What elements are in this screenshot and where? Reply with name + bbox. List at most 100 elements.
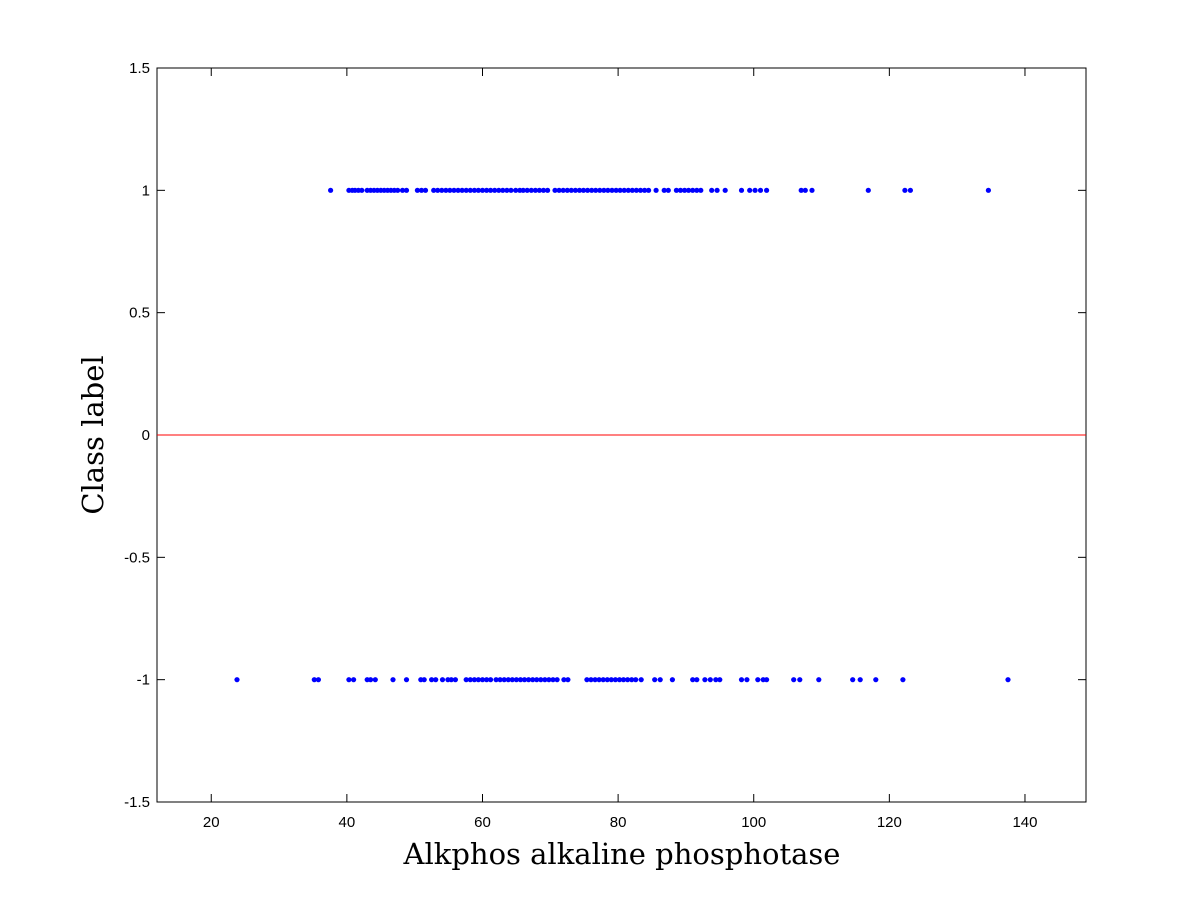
data-point	[625, 187, 631, 193]
y-tick-label: -1	[137, 672, 150, 689]
data-point	[448, 677, 454, 683]
data-point	[554, 677, 560, 683]
y-tick-label: 0.5	[129, 305, 150, 322]
data-point	[545, 187, 551, 193]
data-point	[757, 187, 764, 193]
data-point	[455, 187, 461, 193]
data-point	[568, 187, 574, 193]
data-point	[540, 187, 547, 193]
data-point	[471, 187, 477, 193]
data-point	[565, 677, 571, 683]
data-point	[433, 677, 439, 683]
data-point	[709, 187, 715, 193]
data-point	[459, 187, 465, 193]
data-point	[714, 187, 720, 193]
data-point	[484, 677, 490, 683]
data-point	[493, 677, 499, 683]
data-point	[657, 677, 663, 683]
data-point	[513, 187, 519, 193]
data-point	[390, 677, 396, 683]
data-point	[677, 187, 684, 193]
data-point	[418, 187, 425, 193]
data-point	[604, 677, 610, 683]
data-point	[532, 187, 539, 193]
data-point	[422, 187, 429, 193]
y-tick-label: -0.5	[124, 549, 150, 566]
data-point	[629, 187, 635, 193]
data-point	[585, 187, 591, 193]
data-point	[601, 187, 607, 193]
data-point	[690, 677, 696, 683]
data-point	[738, 187, 745, 193]
data-point	[479, 677, 486, 683]
data-point	[653, 187, 659, 193]
data-point	[528, 187, 534, 193]
data-point	[311, 677, 317, 683]
data-point	[467, 677, 473, 683]
data-point	[669, 677, 676, 683]
data-point	[665, 187, 671, 193]
data-point	[798, 187, 804, 193]
data-point	[368, 677, 374, 683]
data-point	[315, 677, 321, 683]
data-point	[713, 677, 719, 683]
data-point	[609, 187, 615, 193]
data-point	[629, 677, 635, 683]
x-axis-title: Alkphos alkaline phosphotase	[403, 837, 841, 871]
data-point	[694, 187, 700, 193]
data-point	[561, 677, 567, 683]
data-point	[431, 187, 437, 193]
data-point	[513, 677, 520, 683]
data-point	[661, 187, 667, 193]
data-point	[690, 187, 696, 193]
data-point	[608, 677, 614, 683]
data-point	[638, 677, 644, 683]
data-point	[764, 677, 770, 683]
data-point	[580, 187, 587, 193]
x-tick-label: 100	[741, 814, 766, 831]
data-point	[613, 187, 619, 193]
data-point	[722, 187, 728, 193]
x-axis-ticks: 20 40 60 80 100 120 140	[203, 68, 1037, 831]
data-point	[985, 187, 992, 193]
data-point	[592, 677, 598, 683]
data-point	[475, 187, 481, 193]
data-point	[738, 677, 745, 683]
data-point	[744, 677, 750, 683]
data-point	[556, 187, 562, 193]
data-point	[492, 187, 498, 193]
data-point	[816, 677, 822, 683]
x-tick-label: 40	[339, 814, 356, 831]
data-point	[542, 677, 548, 683]
data-point	[414, 187, 420, 193]
x-tick-label: 60	[474, 814, 491, 831]
data-point	[617, 187, 623, 193]
data-point	[642, 187, 648, 193]
data-point	[621, 187, 627, 193]
data-point	[865, 187, 871, 193]
data-point	[673, 187, 680, 193]
data-point	[328, 187, 334, 193]
data-point	[359, 187, 365, 193]
data-point	[521, 677, 528, 683]
x-tick-label: 120	[877, 814, 902, 831]
data-point	[612, 677, 619, 683]
data-point	[625, 677, 631, 683]
data-point	[508, 187, 514, 193]
data-point	[439, 677, 446, 683]
y-tick-label: -1.5	[124, 794, 150, 811]
data-point	[488, 187, 494, 193]
data-point	[1005, 677, 1011, 683]
data-point	[429, 677, 435, 683]
data-point	[698, 187, 704, 193]
data-point	[546, 677, 552, 683]
data-point	[576, 187, 583, 193]
data-point	[900, 677, 906, 683]
data-point	[520, 187, 526, 193]
data-point	[593, 187, 599, 193]
data-point	[572, 187, 579, 193]
data-point	[471, 677, 477, 683]
data-point	[873, 677, 879, 683]
data-point	[605, 187, 611, 193]
